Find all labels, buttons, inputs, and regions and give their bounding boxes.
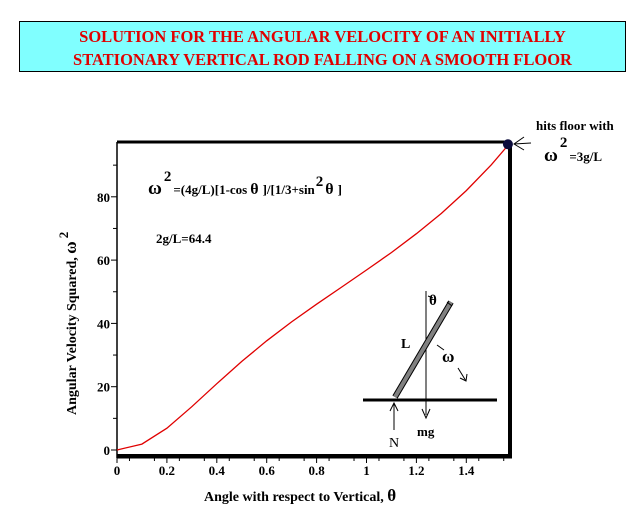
- y-tick-label: 0: [104, 443, 111, 458]
- normal-force-arrow-icon: [389, 401, 399, 430]
- title-line-2: STATIONARY VERTICAL ROD FALLING ON A SMO…: [73, 50, 572, 69]
- x-axis-label: Angle with respect to Vertical, θ: [204, 486, 396, 505]
- x-tick-label: 1.2: [408, 463, 424, 478]
- y-tick-label: 40: [97, 316, 110, 331]
- title-banner: SOLUTION FOR THE ANGULAR VELOCITY OF AN …: [19, 21, 626, 72]
- x-tick-label: 1.4: [458, 463, 475, 478]
- x-tick-label: 0.8: [308, 463, 325, 478]
- endpoint-marker: [502, 139, 513, 150]
- weight-label: mg: [417, 424, 435, 439]
- normal-force-label: N: [389, 436, 399, 451]
- omega-label: ω: [442, 347, 454, 366]
- x-tick-label: 0: [114, 463, 121, 478]
- formula-annotation: ω2=(4g/L)[1-cos θ]/[1/3+sin2 θ]: [148, 169, 342, 199]
- length-label: L: [401, 337, 410, 352]
- rotation-arrow-icon: [457, 367, 468, 382]
- x-tick-label: 0.2: [159, 463, 175, 478]
- series-line: [116, 143, 510, 451]
- hits-floor-label: hits floor with: [536, 118, 615, 133]
- x-tick-label: 0.4: [209, 463, 226, 478]
- x-tick-label: 1: [363, 463, 370, 478]
- y-tick-label: 60: [97, 253, 110, 268]
- y-tick-label: 20: [97, 380, 110, 395]
- rod: [393, 300, 453, 399]
- rod-diagram: θ L ω N mg: [363, 291, 497, 451]
- constant-annotation: 2g/L=64.4: [156, 231, 212, 246]
- y-tick-label: 80: [97, 190, 110, 205]
- title-line-1: SOLUTION FOR THE ANGULAR VELOCITY OF AN …: [79, 27, 566, 46]
- theta-label: θ: [429, 293, 437, 309]
- axes: [116, 140, 512, 459]
- endpoint-arrow-icon: [513, 136, 532, 151]
- weight-arrow-icon: [421, 408, 431, 420]
- x-tick-label: 0.6: [259, 463, 276, 478]
- y-axis-label: Angular Velocity Squared, ω2: [56, 232, 80, 415]
- hits-floor-value: ω2=3g/L: [544, 135, 602, 166]
